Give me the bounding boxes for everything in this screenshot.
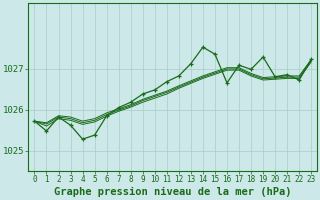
X-axis label: Graphe pression niveau de la mer (hPa): Graphe pression niveau de la mer (hPa) bbox=[54, 187, 292, 197]
